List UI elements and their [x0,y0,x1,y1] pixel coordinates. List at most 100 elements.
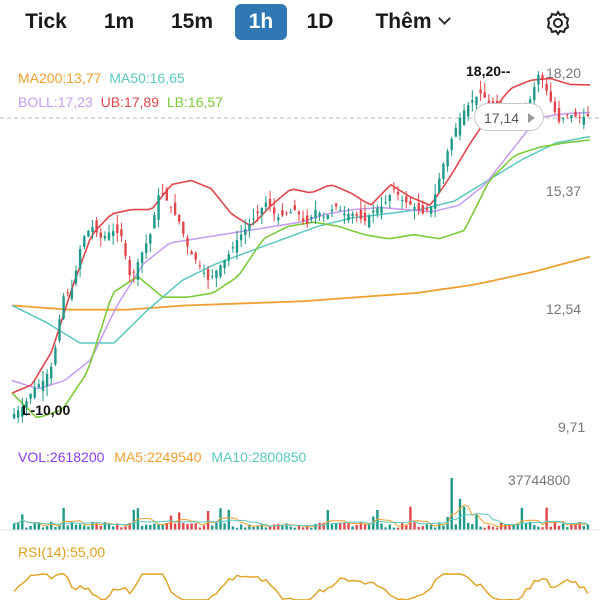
candle-body [471,100,474,103]
candle-body [417,203,420,211]
tab-15m[interactable]: 15m [170,10,214,33]
volume-bar [384,527,387,530]
volume-bar [132,510,135,530]
candle-body [202,272,206,274]
candle-body [359,210,363,220]
tab-1d[interactable]: 1D [306,10,334,33]
candle-body [388,195,391,201]
candle-body [83,236,86,247]
volume-bar [570,523,573,530]
candle-body [45,374,49,387]
candle-body [12,413,16,419]
volume-bar [566,527,569,530]
candle-body [116,224,119,233]
volume-bar [289,526,292,530]
volume-bar [405,524,408,530]
volume-bar [487,525,491,530]
volume-bar [285,523,288,530]
tab-1m[interactable]: 1m [103,10,135,33]
volume-bar [182,523,185,530]
candle-body [273,207,276,214]
candle-body [128,259,131,276]
candle-body [112,231,115,236]
candle-body [574,111,577,117]
candle-body [169,206,173,208]
candle-body [367,215,371,228]
volume-bar [120,527,123,530]
gear-icon[interactable] [545,10,571,36]
volume-bar [95,522,98,530]
volume-bar [128,523,131,530]
volume-bar [260,524,263,530]
volume-bar [351,526,354,530]
candle-body [376,208,379,214]
candle-body [310,216,313,220]
volume-bar [442,525,445,530]
volume-bar [553,522,557,530]
volume-bar [99,525,102,530]
volume-bar [425,524,429,530]
candle-body [231,247,235,249]
volume-bar [376,510,379,530]
volume-bar [91,521,94,530]
volume-bar [434,527,437,530]
volume-bar [557,526,561,530]
candle-body [425,207,429,210]
current-price-tag[interactable]: 17,14 [474,103,544,131]
candle-body [334,203,338,207]
volume-bar [169,515,173,530]
candle-body [21,406,24,417]
volume-bar [458,498,462,530]
volume-bar [363,524,367,530]
volume-bar [549,526,552,530]
candle-body [165,188,168,201]
candle-body [487,100,491,103]
candle-body [363,212,367,222]
volume-bar [248,524,251,530]
volume-bar [409,506,412,530]
candle-body [157,195,160,220]
volume-bar [355,524,358,530]
volume-bar [429,524,433,530]
volume-bar [318,522,321,530]
volume-bar [578,522,581,530]
candle-body [91,227,94,233]
volume-bar [520,507,524,530]
tab-1h[interactable]: 1h [235,4,287,40]
volume-bar [252,527,255,530]
candle-body [54,347,57,365]
vol-legend: VOL:2618200 [18,449,105,465]
volume-bar [12,523,16,530]
volume-bar [112,526,115,530]
play-icon [528,113,535,123]
volume-bar [367,523,371,530]
volume-bar [29,526,32,530]
candle-body [103,236,107,239]
volume-bar [388,524,391,530]
volume-legend: VOL:2618200 MA5:2249540 MA10:2800850 [18,449,306,465]
volume-bar [244,527,247,530]
volume-bar [413,522,416,530]
tab-more[interactable]: Thêm [356,4,468,40]
candle-body [318,213,321,216]
candle-body [186,237,189,247]
candle-body [429,206,433,214]
volume-bar [330,524,334,530]
volume-bar [83,525,86,530]
volume-bar [380,523,383,530]
price-axis-tick: 12,54 [546,301,582,317]
candle-body [58,319,61,341]
tab-tick[interactable]: Tick [25,10,67,33]
candle-body [483,92,486,98]
candle-body [454,128,457,137]
candle-body [190,251,193,255]
candle-body [198,265,202,267]
volume-bar [277,523,280,530]
volume-bar [562,523,565,530]
candle-body [537,74,540,85]
candle-body [252,218,255,220]
candle-body [211,275,214,277]
candle-body [74,270,78,284]
volume-bar [107,523,111,530]
